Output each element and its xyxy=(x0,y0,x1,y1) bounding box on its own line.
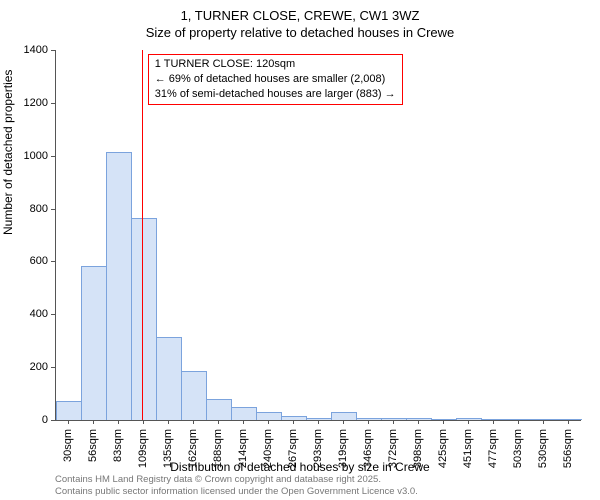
chart-container: 1, TURNER CLOSE, CREWE, CW1 3WZ Size of … xyxy=(0,0,600,500)
ytick-label: 200 xyxy=(8,361,48,373)
chart-bar xyxy=(131,218,157,420)
chart-title-line2: Size of property relative to detached ho… xyxy=(0,25,600,40)
ytick-label: 1400 xyxy=(8,44,48,56)
chart-bar xyxy=(381,418,407,420)
xtick-mark xyxy=(143,420,144,424)
xtick-mark xyxy=(443,420,444,424)
footer-attribution: Contains HM Land Registry data © Crown c… xyxy=(55,474,418,498)
ytick-label: 0 xyxy=(8,414,48,426)
xtick-mark xyxy=(193,420,194,424)
x-axis-label: Distribution of detached houses by size … xyxy=(0,460,600,474)
ytick-label: 800 xyxy=(8,203,48,215)
chart-bar xyxy=(531,419,557,420)
xtick-mark xyxy=(68,420,69,424)
chart-bar xyxy=(456,418,482,420)
xtick-mark xyxy=(168,420,169,424)
ytick-label: 1200 xyxy=(8,97,48,109)
xtick-mark xyxy=(493,420,494,424)
xtick-mark xyxy=(268,420,269,424)
chart-bar xyxy=(481,419,507,420)
xtick-mark xyxy=(343,420,344,424)
plot-area: 1 TURNER CLOSE: 120sqm ← 69% of detached… xyxy=(55,50,581,421)
xtick-mark xyxy=(568,420,569,424)
xtick-mark xyxy=(243,420,244,424)
chart-title-line1: 1, TURNER CLOSE, CREWE, CW1 3WZ xyxy=(0,8,600,23)
xtick-mark xyxy=(93,420,94,424)
chart-bar xyxy=(56,401,82,421)
xtick-mark xyxy=(318,420,319,424)
callout-box: 1 TURNER CLOSE: 120sqm ← 69% of detached… xyxy=(148,54,403,105)
xtick-mark xyxy=(368,420,369,424)
chart-bar xyxy=(156,337,182,420)
footer-line1: Contains HM Land Registry data © Crown c… xyxy=(55,474,418,486)
chart-bar xyxy=(406,418,432,420)
xtick-mark xyxy=(418,420,419,424)
footer-line2: Contains public sector information licen… xyxy=(55,486,418,498)
chart-bar xyxy=(506,419,532,420)
xtick-mark xyxy=(518,420,519,424)
chart-bar xyxy=(231,407,257,420)
chart-bar xyxy=(556,419,582,420)
callout-line3: 31% of semi-detached houses are larger (… xyxy=(155,87,396,102)
chart-bar xyxy=(306,418,332,420)
xtick-mark xyxy=(118,420,119,424)
xtick-mark xyxy=(293,420,294,424)
chart-bar xyxy=(181,371,207,420)
ytick-label: 400 xyxy=(8,308,48,320)
chart-bar xyxy=(356,418,382,420)
callout-line2: ← 69% of detached houses are smaller (2,… xyxy=(155,72,396,87)
chart-bar xyxy=(431,419,457,420)
chart-bar xyxy=(106,152,132,420)
xtick-mark xyxy=(468,420,469,424)
callout-line1: 1 TURNER CLOSE: 120sqm xyxy=(155,57,396,72)
marker-vline xyxy=(142,50,143,420)
chart-bar xyxy=(206,399,232,420)
ytick-label: 600 xyxy=(8,255,48,267)
xtick-mark xyxy=(543,420,544,424)
xtick-mark xyxy=(218,420,219,424)
chart-bar xyxy=(81,266,107,420)
chart-bar xyxy=(331,412,357,420)
ytick-label: 1000 xyxy=(8,150,48,162)
chart-bar xyxy=(256,412,282,420)
chart-bar xyxy=(281,416,307,420)
xtick-mark xyxy=(393,420,394,424)
